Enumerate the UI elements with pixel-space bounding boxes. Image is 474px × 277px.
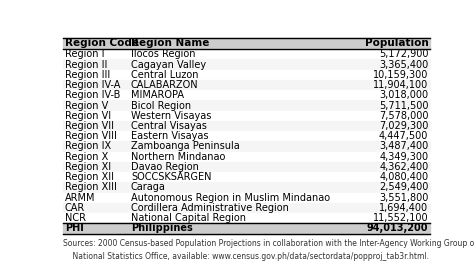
Text: 11,552,100: 11,552,100	[373, 213, 428, 223]
Text: 3,018,000: 3,018,000	[379, 90, 428, 100]
Text: Cordillera Administrative Region: Cordillera Administrative Region	[131, 203, 289, 213]
Text: NCR: NCR	[65, 213, 86, 223]
Bar	[63, 223, 430, 234]
Text: Central Luzon: Central Luzon	[131, 70, 199, 80]
Text: 4,362,400: 4,362,400	[379, 162, 428, 172]
Bar	[63, 172, 430, 182]
Text: National Capital Region: National Capital Region	[131, 213, 246, 223]
Text: Northern Mindanao: Northern Mindanao	[131, 152, 225, 162]
Text: Western Visayas: Western Visayas	[131, 111, 211, 121]
Text: 5,711,500: 5,711,500	[379, 101, 428, 111]
Text: National Statistics Office, available: www.census.gov.ph/data/sectordata/popproj: National Statistics Office, available: w…	[63, 252, 429, 261]
Text: Region Code: Region Code	[65, 39, 139, 48]
Text: Region XI: Region XI	[65, 162, 111, 172]
Bar	[63, 90, 430, 101]
Text: Central Visayas: Central Visayas	[131, 121, 207, 131]
Bar	[63, 70, 430, 80]
Text: Davao Region: Davao Region	[131, 162, 199, 172]
Text: 3,365,400: 3,365,400	[379, 60, 428, 70]
Text: Sources: 2000 Census-based Population Projections in collaboration with the Inte: Sources: 2000 Census-based Population Pr…	[63, 239, 474, 248]
Text: Zamboanga Peninsula: Zamboanga Peninsula	[131, 142, 240, 152]
Bar	[63, 37, 430, 49]
Text: 5,172,900: 5,172,900	[379, 49, 428, 59]
Text: Region II: Region II	[65, 60, 107, 70]
Text: Population: Population	[365, 39, 428, 48]
Text: Eastern Visayas: Eastern Visayas	[131, 131, 209, 141]
Text: 3,551,800: 3,551,800	[379, 193, 428, 203]
Bar	[63, 80, 430, 90]
Text: Region VI: Region VI	[65, 111, 111, 121]
Text: 7,578,000: 7,578,000	[379, 111, 428, 121]
Text: Region XII: Region XII	[65, 172, 114, 182]
Bar	[63, 131, 430, 141]
Bar	[63, 121, 430, 131]
Text: Region VIII: Region VIII	[65, 131, 117, 141]
Text: 4,447,500: 4,447,500	[379, 131, 428, 141]
Text: MIMAROPA: MIMAROPA	[131, 90, 184, 100]
Text: ARMM: ARMM	[65, 193, 95, 203]
Bar	[63, 152, 430, 162]
Text: Philippines: Philippines	[131, 223, 192, 234]
Text: Region IX: Region IX	[65, 142, 111, 152]
Text: Region Name: Region Name	[131, 39, 209, 48]
Bar	[63, 193, 430, 203]
Text: Caraga: Caraga	[131, 183, 166, 193]
Text: Region XIII: Region XIII	[65, 183, 117, 193]
Bar	[63, 162, 430, 172]
Text: Region IV-A: Region IV-A	[65, 80, 120, 90]
Bar	[63, 213, 430, 223]
Text: Autonomous Region in Muslim Mindanao: Autonomous Region in Muslim Mindanao	[131, 193, 330, 203]
Bar	[63, 182, 430, 193]
Text: 10,159,300: 10,159,300	[373, 70, 428, 80]
Text: Bicol Region: Bicol Region	[131, 101, 191, 111]
Bar	[63, 49, 430, 60]
Text: SOCCSKSARGEN: SOCCSKSARGEN	[131, 172, 211, 182]
Text: CAR: CAR	[65, 203, 85, 213]
Bar	[63, 101, 430, 111]
Text: 1,694,400: 1,694,400	[379, 203, 428, 213]
Text: Region I: Region I	[65, 49, 104, 59]
Text: Region III: Region III	[65, 70, 110, 80]
Text: 7,029,300: 7,029,300	[379, 121, 428, 131]
Text: 2,549,400: 2,549,400	[379, 183, 428, 193]
Bar	[63, 111, 430, 121]
Text: Ilocos Region: Ilocos Region	[131, 49, 195, 59]
Text: Region X: Region X	[65, 152, 108, 162]
Text: CALABARZON: CALABARZON	[131, 80, 199, 90]
Text: Region IV-B: Region IV-B	[65, 90, 120, 100]
Text: 94,013,200: 94,013,200	[367, 223, 428, 234]
Text: 4,349,300: 4,349,300	[379, 152, 428, 162]
Text: Cagayan Valley: Cagayan Valley	[131, 60, 206, 70]
Text: 4,080,400: 4,080,400	[379, 172, 428, 182]
Bar	[63, 141, 430, 152]
Bar	[63, 203, 430, 213]
Text: PHI: PHI	[65, 223, 83, 234]
Text: 3,487,400: 3,487,400	[379, 142, 428, 152]
Bar	[63, 60, 430, 70]
Text: 11,904,100: 11,904,100	[373, 80, 428, 90]
Text: Region V: Region V	[65, 101, 108, 111]
Text: Region VII: Region VII	[65, 121, 114, 131]
